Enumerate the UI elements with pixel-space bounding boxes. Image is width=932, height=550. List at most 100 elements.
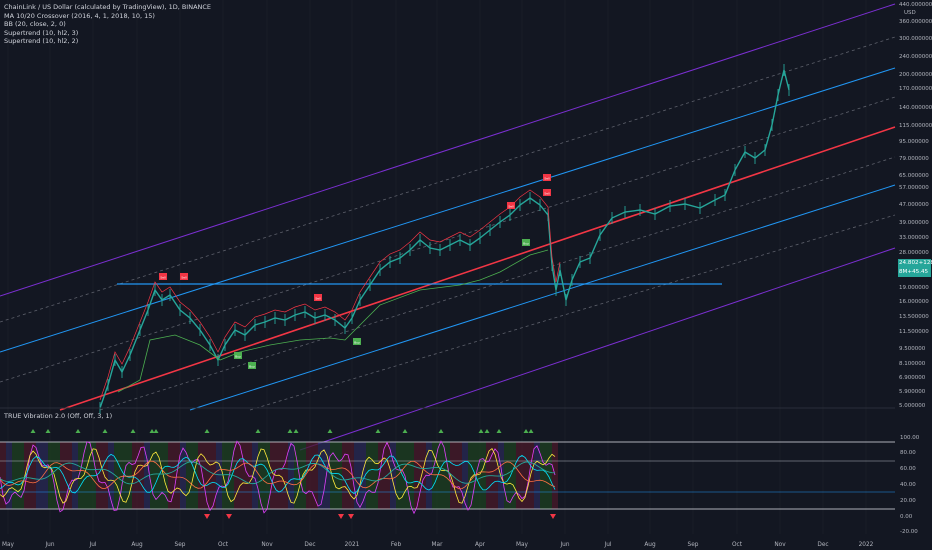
buy-signal-marker bbox=[248, 362, 256, 369]
oscillator-markers bbox=[30, 429, 556, 519]
time-axis-label: 2021 bbox=[345, 542, 360, 548]
oscillator-band bbox=[504, 442, 510, 509]
oscillator-band bbox=[366, 442, 372, 509]
buy-signal-label: Buy bbox=[523, 242, 529, 246]
oscillator-band bbox=[150, 442, 156, 509]
price-axis-label: 115.000000 bbox=[899, 123, 932, 129]
oscillator-band bbox=[174, 442, 180, 509]
bullish-triangle-marker bbox=[30, 429, 36, 433]
sell-signal-marker bbox=[314, 294, 322, 301]
oscillator-band bbox=[6, 442, 12, 509]
oscillator-band bbox=[192, 442, 198, 509]
oscillator-band bbox=[144, 442, 150, 509]
indicator-axis-label: 40.00 bbox=[900, 482, 916, 488]
dotted-upper-1 bbox=[0, 36, 896, 323]
sell-signal-marker bbox=[180, 273, 188, 280]
price-axis-label: 200.000000 bbox=[899, 72, 932, 78]
price-axis-label: 13.500000 bbox=[899, 314, 929, 320]
oscillator-band bbox=[240, 442, 246, 509]
indicator-legend[interactable]: TRUE Vibration 2.0 (Off, Off, 3, 1) bbox=[4, 412, 113, 420]
oscillator-band bbox=[210, 442, 216, 509]
oscillator-band bbox=[294, 442, 300, 509]
oscillator-band bbox=[78, 442, 84, 509]
time-axis-label: Oct bbox=[732, 542, 743, 548]
sell-signal-marker bbox=[543, 189, 551, 196]
time-axis-label: Aug bbox=[644, 542, 656, 548]
sell-signal-label: Sell bbox=[508, 205, 514, 209]
oscillator-band bbox=[66, 442, 72, 509]
oscillator-band bbox=[114, 442, 120, 509]
oscillator-band bbox=[342, 442, 348, 509]
chart-legend: ChainLink / US Dollar (calculated by Tra… bbox=[4, 3, 211, 46]
time-axis-label: Mar bbox=[432, 542, 444, 548]
indicator-axis-label: -20.00 bbox=[900, 529, 918, 535]
oscillator-band bbox=[552, 442, 558, 509]
bearish-triangle-marker bbox=[204, 514, 210, 519]
oscillator-band bbox=[396, 442, 402, 509]
bullish-triangle-marker bbox=[45, 429, 51, 433]
legend-ma-crossover[interactable]: MA 10/20 Crossover (2016, 4, 1, 2018, 10… bbox=[4, 11, 155, 20]
indicator-axis[interactable]: 100.00 80.00 60.00 40.00 20.00 0.00 -20.00 bbox=[900, 435, 920, 535]
time-axis-label: Sep bbox=[688, 542, 699, 548]
time-axis[interactable]: May Jun Jul Aug Sep Oct Nov Dec 2021 Feb Mar Apr May… bbox=[2, 542, 874, 548]
oscillator-band bbox=[186, 442, 192, 509]
sell-signal-marker bbox=[543, 174, 551, 181]
time-axis-label: May bbox=[2, 542, 15, 548]
oscillator-band bbox=[456, 442, 462, 509]
price-axis-label: 79.000000 bbox=[899, 156, 929, 162]
bullish-triangle-marker bbox=[484, 429, 490, 433]
oscillator-band bbox=[336, 442, 342, 509]
legend-supertrend-2[interactable]: Supertrend (10, hl2, 2) bbox=[4, 37, 79, 46]
oscillator-band bbox=[468, 442, 474, 509]
oscillator-band bbox=[306, 442, 312, 509]
price-tag-current: 24.802+128 bbox=[898, 259, 932, 268]
time-axis-label: Dec bbox=[817, 542, 828, 548]
oscillator-band bbox=[180, 442, 186, 509]
oscillator-line bbox=[0, 453, 556, 494]
bullish-triangle-marker bbox=[528, 429, 534, 433]
price-axis-label: 57.000000 bbox=[899, 185, 929, 191]
time-axis-label: Jun bbox=[559, 542, 569, 548]
oscillator-band bbox=[510, 442, 516, 509]
bullish-triangle-marker bbox=[293, 429, 299, 433]
oscillator-band bbox=[318, 442, 324, 509]
oscillator-band bbox=[126, 442, 132, 509]
time-axis-label: May bbox=[516, 542, 529, 548]
bearish-triangle-marker bbox=[226, 514, 232, 519]
legend-bollinger[interactable]: BB (20, close, 2, 0) bbox=[4, 20, 66, 29]
sell-signal-label: Sell bbox=[544, 177, 550, 181]
oscillator-band bbox=[420, 442, 426, 509]
price-axis-label: 170.000000 bbox=[899, 86, 932, 92]
price-axis-label: 33.000000 bbox=[899, 235, 929, 241]
bearish-triangle-marker bbox=[338, 514, 344, 519]
oscillator-band bbox=[522, 442, 528, 509]
oscillator-band bbox=[288, 442, 294, 509]
time-axis-label: 2022 bbox=[859, 542, 874, 548]
oscillator-band bbox=[102, 442, 108, 509]
buy-signal-label: Buy bbox=[249, 365, 255, 369]
bullish-triangle-marker bbox=[75, 429, 81, 433]
oscillator-band bbox=[204, 442, 210, 509]
purple-lower-line bbox=[299, 247, 896, 451]
time-axis-label: Jul bbox=[604, 542, 612, 548]
buy-signal-label: Buy bbox=[235, 355, 241, 359]
time-axis-label: Nov bbox=[774, 542, 786, 548]
oscillator-background-bands bbox=[0, 442, 558, 509]
price-line bbox=[99, 69, 790, 409]
price-axis-label: 39.000000 bbox=[899, 220, 929, 226]
oscillator-band bbox=[84, 442, 90, 509]
bullish-triangle-marker bbox=[438, 429, 444, 433]
bullish-triangle-marker bbox=[478, 429, 484, 433]
price-axis[interactable]: USD 440.000000 360.000000 300.000000 240.000… bbox=[899, 2, 932, 409]
bullish-triangle-marker bbox=[102, 429, 108, 433]
legend-supertrend-1[interactable]: Supertrend (10, hl2, 3) bbox=[4, 28, 79, 37]
price-axis-label: 19.000000 bbox=[899, 285, 929, 291]
signal-markers: Sell Sell Sell Sell Sell Sell Buy Buy Buy Buy bbox=[159, 174, 551, 369]
bearish-triangle-marker bbox=[348, 514, 354, 519]
legend-title[interactable]: ChainLink / US Dollar (calculated by Tra… bbox=[4, 3, 212, 11]
oscillator-band bbox=[534, 442, 540, 509]
oscillator-band bbox=[168, 442, 174, 509]
oscillator-band bbox=[282, 442, 288, 509]
sell-signal-label: Sell bbox=[160, 276, 166, 280]
